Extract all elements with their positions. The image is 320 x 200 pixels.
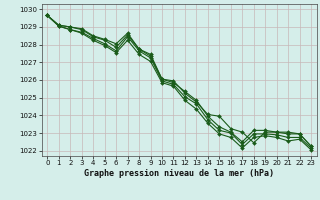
X-axis label: Graphe pression niveau de la mer (hPa): Graphe pression niveau de la mer (hPa): [84, 169, 274, 178]
